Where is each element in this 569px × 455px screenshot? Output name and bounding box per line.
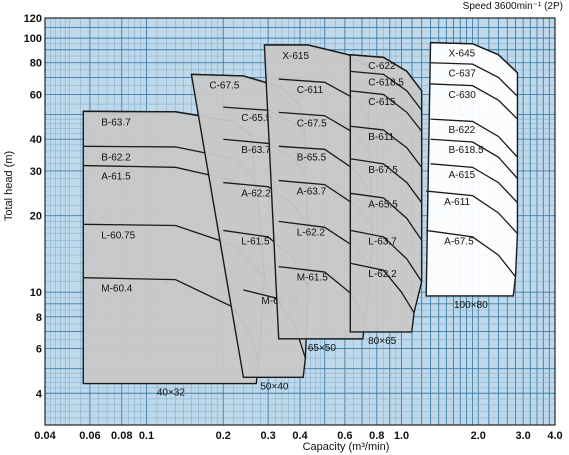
curve-label: C-637 — [449, 69, 477, 80]
curve-label: M-61.5 — [297, 273, 329, 284]
curve-B-618.5 — [430, 138, 518, 179]
curve-C-622 — [350, 54, 423, 92]
y-tick-label: 100 — [24, 33, 42, 45]
curve-label: X-645 — [449, 49, 476, 60]
curve-label: M-60.4 — [101, 284, 133, 295]
curve-label: X-615 — [282, 51, 309, 62]
curve-label: L-60.75 — [101, 230, 135, 241]
x-tick-label: 2.0 — [471, 430, 486, 442]
curve-C-637 — [430, 62, 518, 97]
x-tick-label: 0.06 — [79, 430, 100, 442]
curve-label: A-615 — [449, 170, 476, 181]
curve-label: B-63.7 — [241, 145, 271, 156]
y-tick-label: 10 — [30, 287, 42, 299]
region-size-label: 50×40 — [260, 381, 289, 392]
x-tick-label: 0.4 — [292, 430, 308, 442]
x-tick-label: 4.0 — [547, 430, 562, 442]
curve-label: C-618.5 — [368, 77, 404, 88]
curve-label: L-63.7 — [368, 236, 397, 247]
curve-X-645 — [430, 41, 518, 74]
curve-label: B-63.7 — [101, 117, 131, 128]
curve-A-611 — [426, 190, 518, 235]
x-tick-label: 0.04 — [34, 430, 56, 442]
curve-label: A-63.7 — [297, 187, 327, 198]
x-tick-label: 0.8 — [369, 430, 384, 442]
curve-label: A-611 — [444, 197, 470, 208]
y-tick-label: 40 — [30, 134, 42, 146]
curve-C-615 — [350, 90, 423, 132]
region-size-label: 100×80 — [454, 300, 488, 311]
curve-label: C-611 — [297, 85, 324, 96]
curve-label: C-65.5 — [241, 113, 271, 124]
x-tick-label: 0.08 — [111, 430, 132, 442]
curve-label: B-62.2 — [101, 152, 131, 163]
curve-label: B-622 — [449, 125, 476, 136]
curve-label: C-622 — [368, 61, 396, 72]
curve-label: B-611 — [368, 132, 394, 143]
y-tick-label: 20 — [30, 211, 42, 223]
region-size-label: 65×50 — [308, 343, 337, 354]
x-tick-label: 1.0 — [394, 430, 409, 442]
speed-annotation: Speed 3600min⁻¹ (2P) — [463, 1, 563, 12]
curve-label: A-65.5 — [368, 199, 398, 210]
curve-C-618.5 — [350, 70, 423, 111]
curve-label: C-615 — [368, 97, 396, 108]
x-tick-label: 0.3 — [260, 430, 275, 442]
curve-L-63.7 — [350, 229, 423, 283]
curve-label: L-62.2 — [297, 227, 326, 238]
curve-label: B-67.5 — [368, 165, 398, 176]
region-80×65: C-622 C-618.5 C-615 B-611 B-67.5 A-65.5 L-63.7… — [349, 53, 423, 347]
y-tick-label: 60 — [30, 89, 42, 101]
curve-A-67.5 — [426, 229, 517, 278]
curve-label: B-65.5 — [297, 152, 327, 163]
y-tick-label: 80 — [30, 58, 42, 70]
curve-A-65.5 — [350, 192, 423, 241]
curve-B-611 — [350, 125, 423, 168]
region-100×80: X-645 C-637 C-630 B-622 B-618.5 A-615 A-611 A-6… — [425, 41, 519, 311]
x-tick-label: 3.0 — [515, 430, 530, 442]
x-tick-label: 0.2 — [216, 430, 231, 442]
curve-label: A-62.2 — [241, 189, 271, 200]
curve-label: A-61.5 — [101, 172, 131, 183]
y-tick-label: 120 — [24, 13, 42, 25]
y-tick-label: 8 — [36, 312, 42, 324]
y-tick-label: 6 — [36, 344, 42, 356]
y-axis-label: Total head (m) — [3, 151, 15, 221]
x-tick-label: 0.6 — [337, 430, 352, 442]
y-tick-label: 4 — [36, 388, 43, 400]
y-tick-label: 30 — [30, 166, 42, 178]
curve-C-630 — [430, 83, 518, 120]
axes: 0.04 0.06 0.08 0.1 0.2 0.3 0.4 0.6 0.8 1.0 2.0 3.0 4… — [24, 13, 563, 442]
curve-label: B-618.5 — [449, 145, 484, 156]
curve-label: L-62.2 — [368, 269, 397, 280]
curve-label: C-67.5 — [297, 118, 327, 129]
curve-A-615 — [430, 163, 518, 204]
curve-label: C-67.5 — [209, 80, 239, 91]
region-size-label: 80×65 — [368, 336, 397, 347]
x-axis-label: Capacity (m³/min) — [303, 441, 390, 453]
plot-frame — [44, 17, 556, 426]
region-size-label: 40×32 — [157, 388, 186, 399]
curve-B-622 — [430, 118, 518, 158]
curve-B-67.5 — [350, 158, 423, 204]
curve-L-62.2 — [350, 262, 415, 314]
curve-label: L-61.5 — [241, 236, 270, 247]
curve-label: A-67.5 — [444, 236, 474, 247]
curve-label: C-630 — [449, 90, 477, 101]
x-tick-label: 0.1 — [139, 430, 154, 442]
pump-regions: B-63.7 B-62.2 A-61.5 L-60.75 M-60.4 40×32 C-67… — [82, 41, 519, 399]
